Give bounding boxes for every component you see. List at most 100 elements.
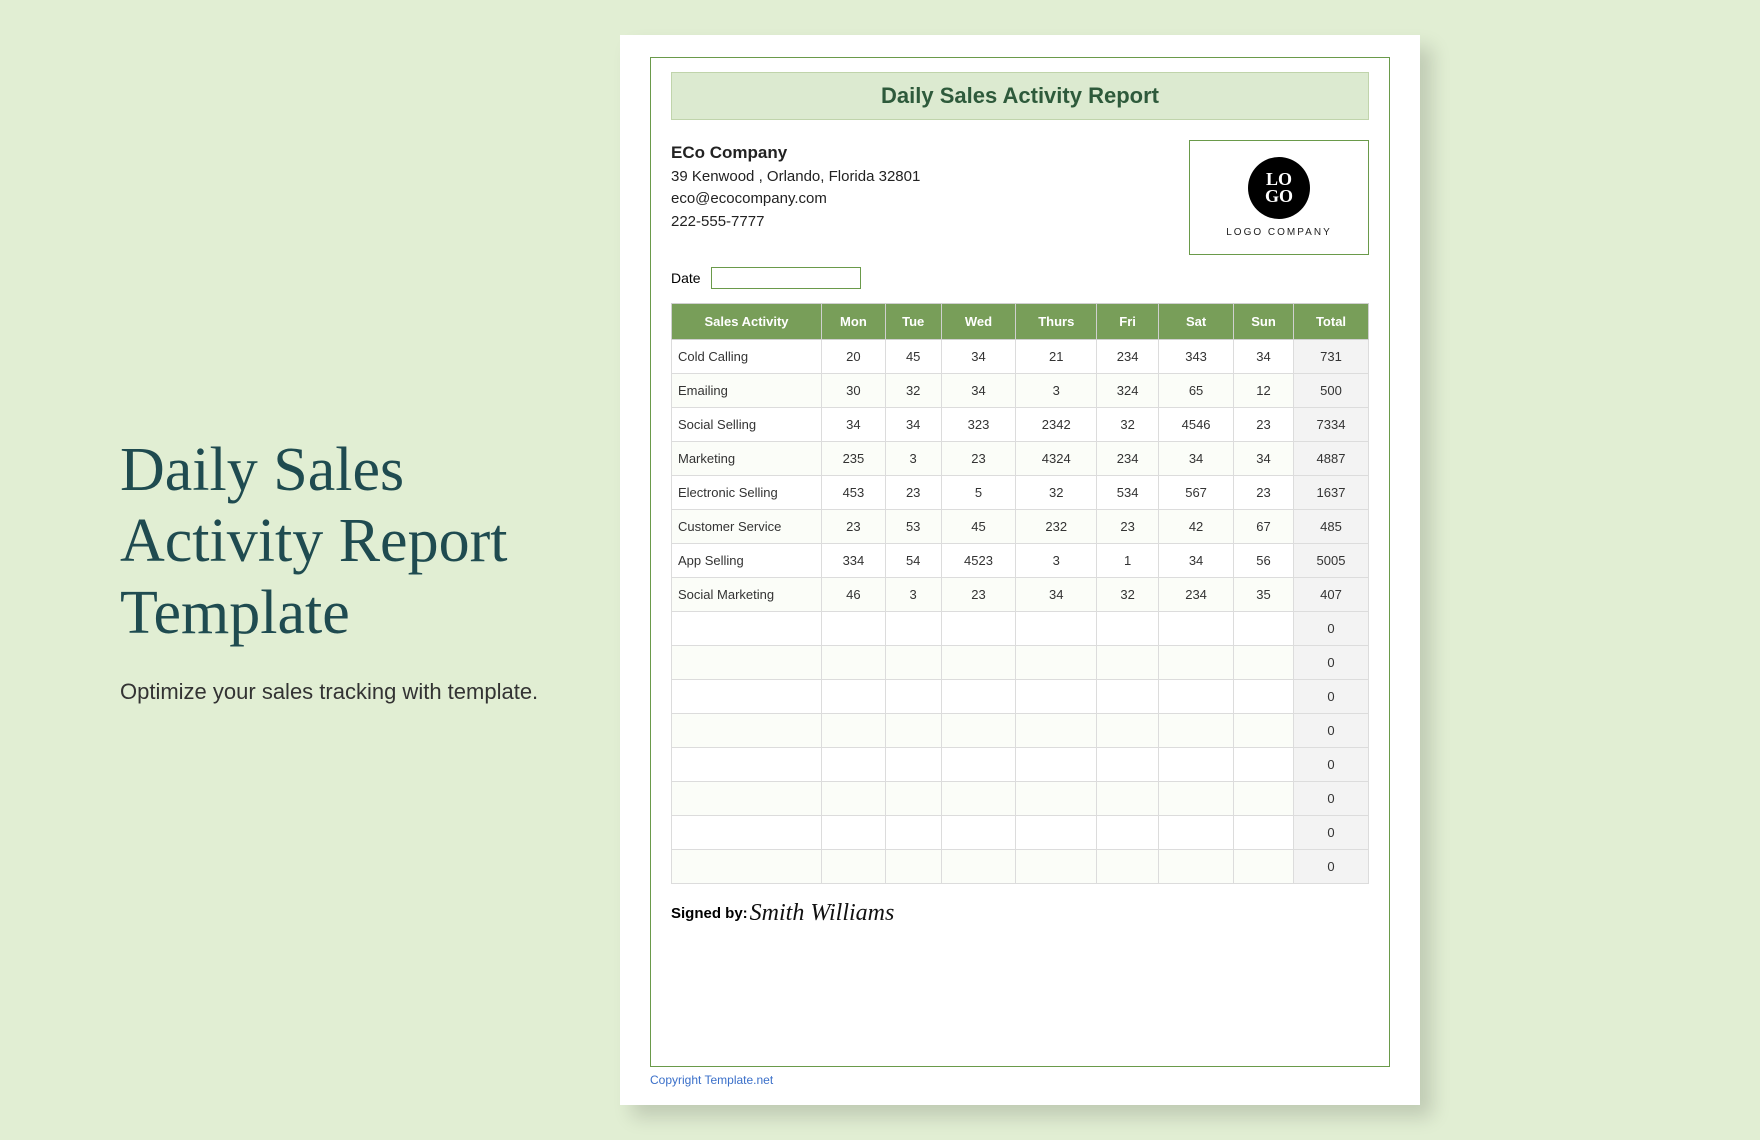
- table-cell: 500: [1294, 374, 1369, 408]
- table-cell: [885, 850, 941, 884]
- table-cell: [822, 850, 886, 884]
- table-cell: 2342: [1016, 408, 1097, 442]
- table-header-row: Sales ActivityMonTueWedThursFriSatSunTot…: [672, 304, 1369, 340]
- table-cell: 234: [1159, 578, 1234, 612]
- table-cell: 0: [1294, 612, 1369, 646]
- company-phone: 222-555-7777: [671, 211, 920, 234]
- table-cell: 34: [1159, 442, 1234, 476]
- table-cell: [1234, 816, 1294, 850]
- table-cell: Social Marketing: [672, 578, 822, 612]
- table-cell: 1: [1097, 544, 1159, 578]
- left-panel: Daily Sales Activity Report Template Opt…: [0, 435, 620, 705]
- table-cell: [1159, 850, 1234, 884]
- table-cell: [1016, 714, 1097, 748]
- table-cell: 731: [1294, 340, 1369, 374]
- company-name: ECo Company: [671, 140, 920, 166]
- table-cell: Marketing: [672, 442, 822, 476]
- table-row: 0: [672, 714, 1369, 748]
- table-cell: 567: [1159, 476, 1234, 510]
- table-cell: [822, 782, 886, 816]
- table-cell: 234: [1097, 442, 1159, 476]
- table-header-cell: Tue: [885, 304, 941, 340]
- table-cell: [941, 612, 1016, 646]
- page-title: Daily Sales Activity Report Template: [120, 435, 620, 649]
- table-cell: [1016, 646, 1097, 680]
- table-cell: Customer Service: [672, 510, 822, 544]
- table-cell: 34: [822, 408, 886, 442]
- table-cell: 5005: [1294, 544, 1369, 578]
- company-address: 39 Kenwood , Orlando, Florida 32801: [671, 166, 920, 189]
- logo-text-bottom: GO: [1265, 188, 1293, 205]
- table-cell: 35: [1234, 578, 1294, 612]
- table-cell: [672, 714, 822, 748]
- table-cell: 485: [1294, 510, 1369, 544]
- table-cell: 235: [822, 442, 886, 476]
- table-cell: [1159, 816, 1234, 850]
- table-cell: [941, 680, 1016, 714]
- table-cell: [1159, 748, 1234, 782]
- table-row: 0: [672, 782, 1369, 816]
- table-cell: 323: [941, 408, 1016, 442]
- table-cell: 23: [941, 578, 1016, 612]
- table-cell: 34: [1234, 340, 1294, 374]
- table-row: 0: [672, 816, 1369, 850]
- table-cell: [1016, 612, 1097, 646]
- table-cell: [672, 816, 822, 850]
- table-cell: 232: [1016, 510, 1097, 544]
- table-cell: 3: [1016, 544, 1097, 578]
- table-cell: [885, 714, 941, 748]
- table-row: Emailing30323433246512500: [672, 374, 1369, 408]
- table-cell: [1016, 748, 1097, 782]
- table-cell: 23: [885, 476, 941, 510]
- date-input[interactable]: [711, 267, 861, 289]
- table-cell: [885, 646, 941, 680]
- table-cell: [672, 850, 822, 884]
- table-cell: 32: [1097, 578, 1159, 612]
- table-cell: [1097, 782, 1159, 816]
- table-cell: 324: [1097, 374, 1159, 408]
- table-cell: 45: [885, 340, 941, 374]
- table-row: Social Selling34343232342324546237334: [672, 408, 1369, 442]
- table-cell: [822, 612, 886, 646]
- report-title-banner: Daily Sales Activity Report: [671, 72, 1369, 120]
- table-cell: 3: [885, 578, 941, 612]
- table-cell: 46: [822, 578, 886, 612]
- table-cell: [822, 680, 886, 714]
- table-header-cell: Thurs: [1016, 304, 1097, 340]
- page-subtitle: Optimize your sales tracking with templa…: [120, 679, 620, 705]
- table-cell: [1016, 816, 1097, 850]
- table-body: Cold Calling2045342123434334731Emailing3…: [672, 340, 1369, 884]
- table-cell: [1234, 782, 1294, 816]
- table-row: 0: [672, 680, 1369, 714]
- table-cell: [822, 748, 886, 782]
- date-label: Date: [671, 270, 701, 286]
- table-cell: [885, 612, 941, 646]
- table-cell: [885, 816, 941, 850]
- company-email: eco@ecocompany.com: [671, 188, 920, 211]
- document-inner: Daily Sales Activity Report ECo Company …: [650, 57, 1390, 1067]
- table-cell: 3: [1016, 374, 1097, 408]
- table-cell: 34: [1159, 544, 1234, 578]
- table-header-cell: Total: [1294, 304, 1369, 340]
- table-row: 0: [672, 850, 1369, 884]
- table-cell: 53: [885, 510, 941, 544]
- table-cell: Social Selling: [672, 408, 822, 442]
- table-cell: [1234, 714, 1294, 748]
- table-cell: [1097, 816, 1159, 850]
- table-header-cell: Mon: [822, 304, 886, 340]
- table-cell: [1234, 680, 1294, 714]
- title-line-3: Template: [120, 579, 350, 647]
- table-cell: 12: [1234, 374, 1294, 408]
- table-cell: 45: [941, 510, 1016, 544]
- table-cell: Emailing: [672, 374, 822, 408]
- table-cell: 343: [1159, 340, 1234, 374]
- table-cell: [822, 816, 886, 850]
- table-cell: [1016, 680, 1097, 714]
- document-preview: Daily Sales Activity Report ECo Company …: [620, 35, 1420, 1105]
- table-cell: [672, 646, 822, 680]
- table-cell: 23: [1234, 408, 1294, 442]
- table-cell: [1097, 680, 1159, 714]
- table-cell: [1097, 748, 1159, 782]
- table-cell: [885, 680, 941, 714]
- table-cell: [941, 748, 1016, 782]
